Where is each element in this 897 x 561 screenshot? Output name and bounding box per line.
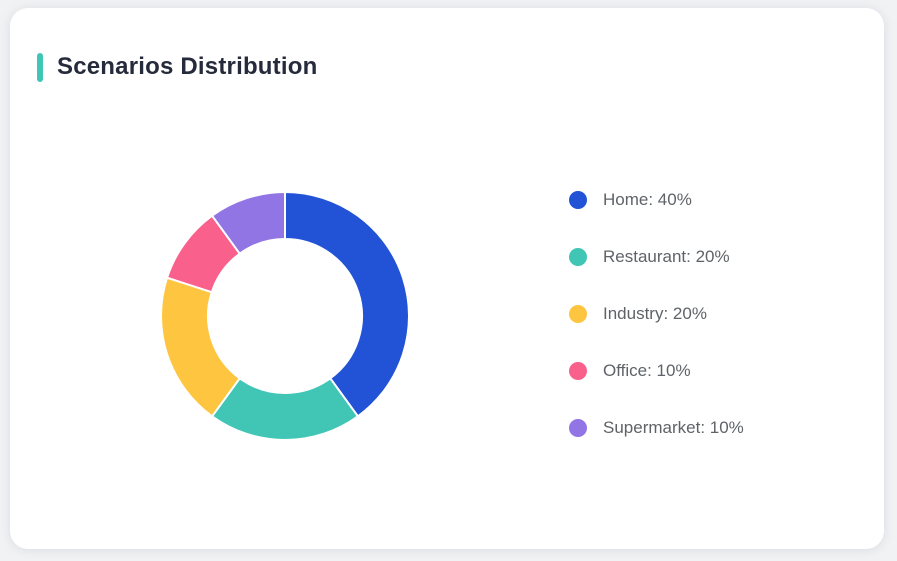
legend-item-label: Industry: 20%: [603, 304, 707, 323]
legend-item-industry[interactable]: Industry: 20%: [569, 304, 744, 323]
legend-item-label: Supermarket: 10%: [603, 418, 744, 437]
donut-slice-industry[interactable]: [160, 276, 241, 418]
donut-chart-svg[interactable]: [155, 186, 415, 446]
donut-slice-supermarket[interactable]: [211, 191, 286, 255]
card-header: Scenarios Distribution: [37, 53, 317, 82]
title-accent-bar: [37, 53, 43, 82]
legend-item-supermarket[interactable]: Supermarket: 10%: [569, 418, 744, 437]
donut-chart: [155, 186, 415, 446]
legend-item-label: Home: 40%: [603, 190, 692, 209]
legend-item-office[interactable]: Office: 10%: [569, 361, 744, 380]
chart-legend: Home: 40% Restaurant: 20% Industry: 20% …: [569, 190, 744, 476]
legend-dot-office-icon: [569, 362, 587, 380]
donut-slice-home[interactable]: [284, 191, 410, 418]
legend-dot-home-icon: [569, 191, 587, 209]
legend-dot-industry-icon: [569, 305, 587, 323]
legend-item-label: Office: 10%: [603, 361, 691, 380]
legend-item-label: Restaurant: 20%: [603, 247, 730, 266]
page-title: Scenarios Distribution: [57, 53, 318, 81]
legend-dot-supermarket-icon: [569, 419, 587, 437]
legend-item-restaurant[interactable]: Restaurant: 20%: [569, 247, 744, 266]
scenarios-distribution-card: Scenarios Distribution Home: 40% Restaur…: [10, 8, 884, 549]
legend-item-home[interactable]: Home: 40%: [569, 190, 744, 209]
legend-dot-restaurant-icon: [569, 248, 587, 266]
